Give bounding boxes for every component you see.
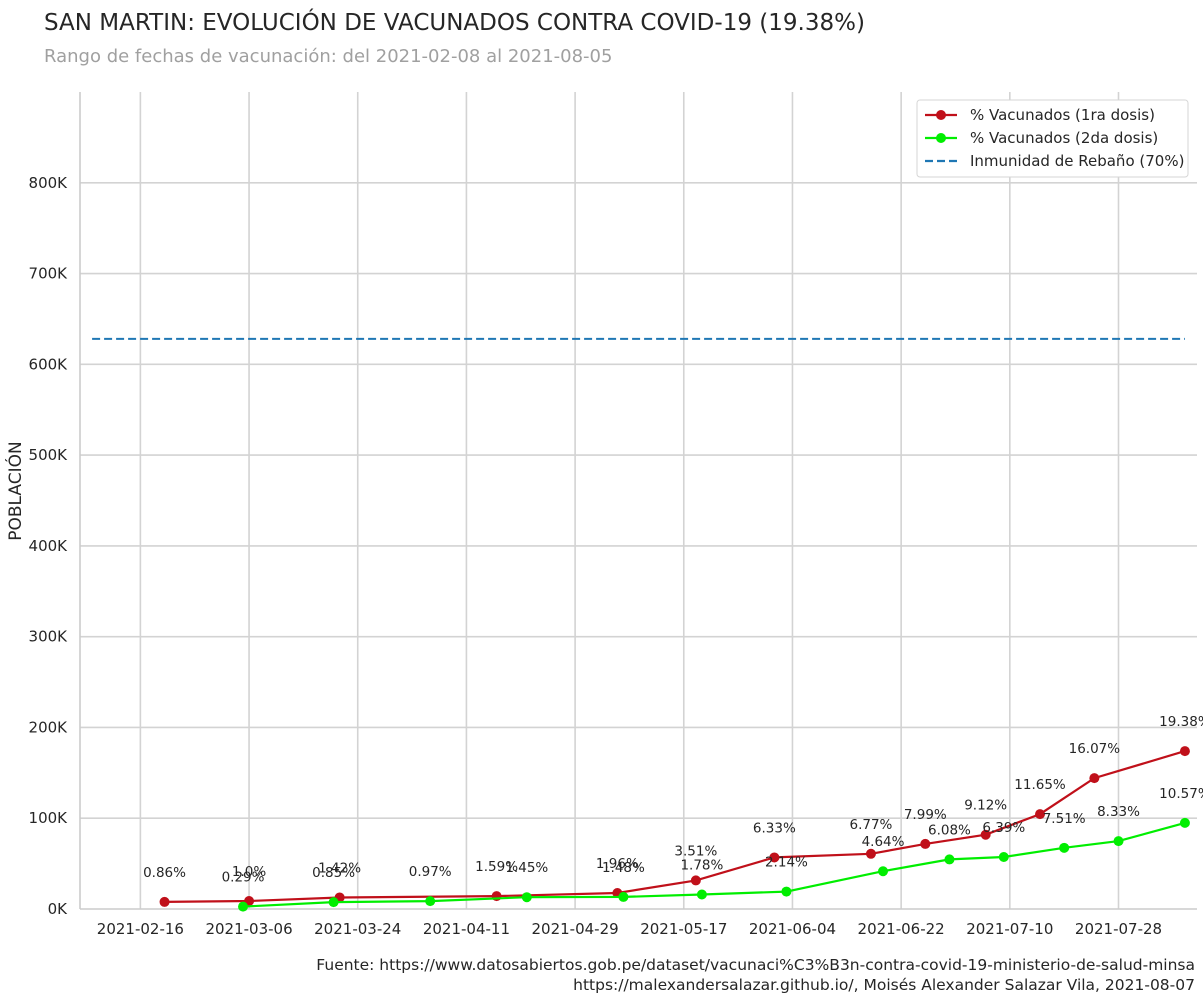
data-point	[690, 875, 701, 886]
y-axis-ticks: 0K 100K 200K 300K 400K 500K 600K 700K 800K	[29, 174, 69, 918]
data-point	[980, 829, 991, 840]
data-point	[521, 892, 532, 903]
x-tick-label: 2021-05-17	[640, 920, 727, 938]
x-tick-label: 2021-06-22	[858, 920, 945, 938]
data-point	[618, 891, 629, 902]
source-credit: Fuente: https://www.datosabiertos.gob.pe…	[316, 956, 1195, 974]
data-point	[1179, 817, 1190, 828]
x-tick-label: 2021-02-16	[97, 920, 184, 938]
data-label: 3.51%	[674, 843, 717, 859]
legend-label: % Vacunados (2da dosis)	[970, 129, 1158, 147]
x-tick-label: 2021-03-24	[314, 920, 401, 938]
data-label: 8.33%	[1097, 804, 1140, 820]
data-label: 9.12%	[964, 798, 1007, 814]
x-tick-label: 2021-03-06	[205, 920, 292, 938]
y-tick-label: 0K	[48, 900, 69, 918]
data-label: 4.64%	[862, 834, 905, 850]
data-point	[238, 901, 249, 912]
data-label: 11.65%	[1014, 777, 1066, 793]
y-tick-label: 200K	[29, 718, 69, 736]
legend: % Vacunados (1ra dosis) % Vacunados (2da …	[916, 99, 1189, 178]
data-point	[769, 852, 780, 863]
legend-label: % Vacunados (1ra dosis)	[970, 106, 1155, 124]
data-label: 1.42%	[318, 860, 361, 876]
chart-title: SAN MARTIN: EVOLUCIÓN DE VACUNADOS CONTR…	[44, 8, 865, 36]
data-label: 6.39%	[982, 820, 1025, 836]
data-label: 7.99%	[904, 807, 947, 823]
data-point	[878, 866, 889, 877]
x-axis-ticks: 2021-02-16 2021-03-06 2021-03-24 2021-04-11…	[97, 920, 1162, 938]
data-point	[781, 886, 792, 897]
data-label: 0.85%	[312, 865, 355, 881]
x-tick-label: 2021-06-04	[749, 920, 836, 938]
data-label: 16.07%	[1069, 741, 1121, 757]
legend-marker	[936, 110, 946, 120]
chart-subtitle: Rango de fechas de vacunación: del 2021-…	[44, 46, 612, 67]
x-tick-label: 2021-04-11	[423, 920, 510, 938]
data-label: 6.77%	[850, 817, 893, 833]
data-label: 0.86%	[143, 865, 186, 881]
data-label: 1.45%	[505, 860, 548, 876]
data-label: 6.08%	[928, 822, 971, 838]
data-label: 1.96%	[596, 856, 639, 872]
y-axis-label: POBLACIÓN	[4, 441, 26, 540]
data-point	[1059, 842, 1070, 853]
data-point	[159, 896, 170, 907]
data-label: 6.33%	[753, 820, 796, 836]
data-label: 1.0%	[232, 864, 266, 880]
y-tick-label: 100K	[29, 809, 69, 827]
legend-label: Inmunidad de Rebaño (70%)	[970, 152, 1184, 170]
data-point	[425, 896, 436, 907]
series-group	[92, 337, 1190, 912]
data-point	[1113, 836, 1124, 847]
data-point	[1179, 746, 1190, 757]
data-point	[865, 848, 876, 859]
legend-marker	[936, 133, 946, 143]
data-label: 7.51%	[1043, 811, 1086, 827]
data-point	[1035, 809, 1046, 820]
data-label: 1.48%	[602, 860, 645, 876]
axes	[79, 92, 1197, 910]
legend-box	[916, 99, 1189, 178]
data-point	[998, 851, 1009, 862]
data-point	[944, 854, 955, 865]
data-label: 1.78%	[680, 857, 723, 873]
data-label: 0.29%	[222, 870, 265, 886]
data-point	[920, 838, 931, 849]
y-tick-label: 800K	[29, 174, 69, 192]
y-tick-label: 500K	[29, 446, 69, 464]
y-tick-label: 300K	[29, 628, 69, 646]
y-tick-label: 700K	[29, 265, 69, 283]
data-point	[696, 889, 707, 900]
x-tick-label: 2021-04-29	[532, 920, 619, 938]
data-point	[328, 897, 339, 908]
x-tick-label: 2021-07-10	[966, 920, 1053, 938]
author-credit: https://malexandersalazar.github.io/, Mo…	[573, 976, 1195, 994]
y-tick-label: 400K	[29, 537, 69, 555]
data-label: 1.59%	[475, 859, 518, 875]
data-labels: 0.86% 1.0% 1.42% 1.59% 1.96% 3.51% 6.33% 6.77% 7…	[143, 714, 1203, 886]
data-label: 2.14%	[765, 855, 808, 871]
grid-lines	[80, 92, 1197, 909]
x-tick-label: 2021-07-28	[1075, 920, 1162, 938]
data-label: 10.57%	[1159, 786, 1203, 802]
data-label: 19.38%	[1159, 714, 1203, 730]
data-label: 0.97%	[409, 864, 452, 880]
y-tick-label: 600K	[29, 355, 69, 373]
data-point	[1089, 773, 1100, 784]
